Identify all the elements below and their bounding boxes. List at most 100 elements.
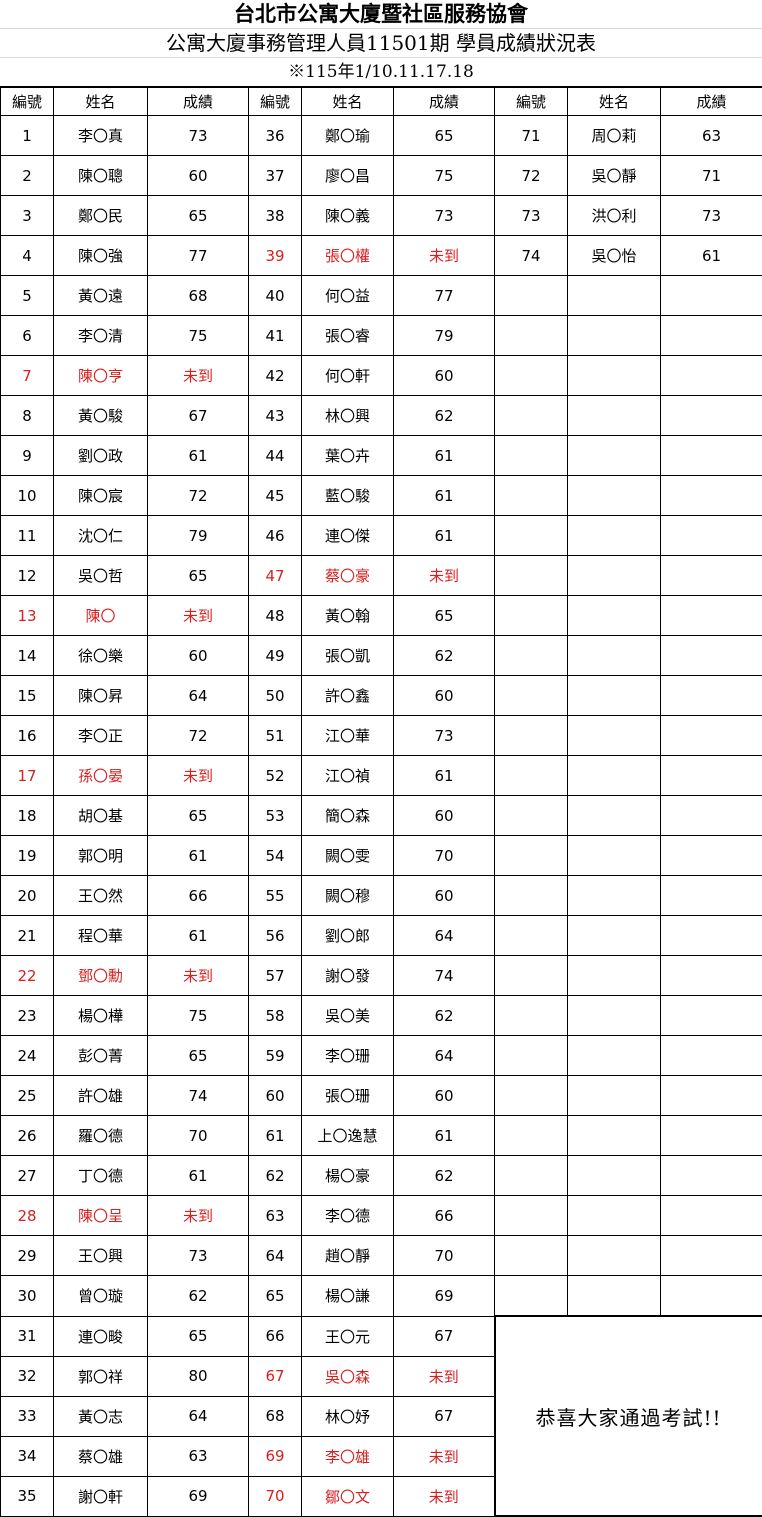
student-number: 41 [249,316,302,356]
empty-cell [661,396,762,436]
student-score: 65 [148,796,249,836]
student-name: 鄧〇勳 [54,956,148,996]
student-number: 54 [249,836,302,876]
student-number: 65 [249,1276,302,1317]
student-score: 62 [394,1156,495,1196]
empty-cell [568,836,661,876]
student-number: 40 [249,276,302,316]
empty-cell [495,316,568,356]
student-name: 張〇珊 [302,1076,394,1116]
student-number: 55 [249,876,302,916]
student-name: 陳〇 [54,596,148,636]
student-number: 2 [1,156,54,196]
student-number: 69 [249,1436,302,1476]
student-name: 孫〇晏 [54,756,148,796]
student-score: 66 [148,876,249,916]
student-name: 陳〇強 [54,236,148,276]
student-name: 吳〇哲 [54,556,148,596]
student-score: 61 [148,1156,249,1196]
student-name: 闕〇雯 [302,836,394,876]
student-name: 劉〇政 [54,436,148,476]
student-score: 72 [148,716,249,756]
student-number: 33 [1,1396,54,1436]
student-name: 郭〇明 [54,836,148,876]
student-name: 鄒〇文 [302,1476,394,1516]
student-name: 何〇益 [302,276,394,316]
student-name: 蔡〇雄 [54,1436,148,1476]
student-number: 20 [1,876,54,916]
student-score: 74 [394,956,495,996]
student-name: 謝〇軒 [54,1476,148,1516]
student-score: 61 [394,516,495,556]
student-number: 68 [249,1396,302,1436]
student-number: 38 [249,196,302,236]
student-number: 11 [1,516,54,556]
student-name: 丁〇德 [54,1156,148,1196]
student-name: 何〇軒 [302,356,394,396]
student-name: 胡〇基 [54,796,148,836]
sheet-title: 公寓大廈事務管理人員11501期 學員成績狀況表 [0,29,762,58]
student-name: 趙〇靜 [302,1236,394,1276]
column-header-number: 編號 [495,87,568,116]
student-score: 61 [661,236,762,276]
student-score: 80 [148,1356,249,1396]
empty-cell [661,436,762,476]
empty-cell [661,836,762,876]
student-score: 61 [148,836,249,876]
student-score: 61 [394,436,495,476]
student-name: 程〇華 [54,916,148,956]
student-name: 徐〇樂 [54,636,148,676]
student-score: 79 [394,316,495,356]
empty-cell [495,1196,568,1236]
student-number: 63 [249,1196,302,1236]
student-name: 連〇傑 [302,516,394,556]
student-name: 郭〇祥 [54,1356,148,1396]
student-number: 6 [1,316,54,356]
student-name: 李〇雄 [302,1436,394,1476]
student-score: 61 [148,916,249,956]
empty-cell [495,1156,568,1196]
student-score: 62 [394,636,495,676]
student-number: 70 [249,1476,302,1516]
student-number: 49 [249,636,302,676]
student-name: 陳〇宸 [54,476,148,516]
student-score: 72 [148,476,249,516]
empty-cell [661,636,762,676]
empty-cell [495,556,568,596]
student-score: 65 [394,116,495,156]
student-number: 59 [249,1036,302,1076]
student-number: 24 [1,1036,54,1076]
student-number: 45 [249,476,302,516]
student-name: 謝〇發 [302,956,394,996]
student-score: 61 [148,436,249,476]
student-score: 60 [394,676,495,716]
student-name: 上〇逸慧 [302,1116,394,1156]
empty-cell [661,556,762,596]
student-name: 王〇然 [54,876,148,916]
student-number: 71 [495,116,568,156]
empty-cell [661,356,762,396]
student-name: 林〇妤 [302,1396,394,1436]
student-name: 林〇興 [302,396,394,436]
student-number: 66 [249,1316,302,1356]
empty-cell [568,556,661,596]
empty-cell [661,1236,762,1276]
empty-cell [661,1276,762,1317]
empty-cell [568,916,661,956]
empty-cell [495,1036,568,1076]
student-name: 曾〇璇 [54,1276,148,1317]
column-header-name: 姓名 [568,87,661,116]
empty-cell [568,676,661,716]
student-number: 1 [1,116,54,156]
student-score: 73 [148,1236,249,1276]
student-score: 63 [661,116,762,156]
student-score: 60 [394,796,495,836]
student-number: 17 [1,756,54,796]
